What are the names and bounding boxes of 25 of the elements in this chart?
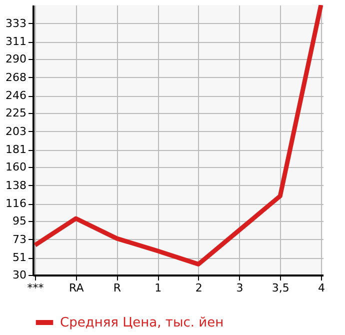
y-tick-label: 181 <box>6 143 26 156</box>
y-tick-label: 290 <box>6 52 26 66</box>
legend-label: Средняя Цена, тыс. йен <box>60 316 224 330</box>
y-tick-label: 203 <box>6 124 26 138</box>
x-tick-label: 1 <box>154 282 162 294</box>
y-tick-label: 225 <box>6 106 26 120</box>
y-tick-label: 160 <box>6 160 26 174</box>
x-tick-label: *** <box>27 282 44 294</box>
y-tick-label: 311 <box>6 35 26 48</box>
x-tick-label: RA <box>69 282 84 294</box>
y-tick-label: 138 <box>6 178 26 192</box>
y-tick-label: 73 <box>12 232 26 246</box>
y-tick-label: 268 <box>6 70 26 84</box>
y-tick-label: 51 <box>12 251 26 264</box>
x-tick-label: 2 <box>195 282 202 294</box>
y-tick-label: 30 <box>12 268 26 282</box>
x-tick-label: R <box>113 282 122 294</box>
y-tick-label: 246 <box>6 89 26 102</box>
line-series <box>33 5 323 266</box>
y-tick-label: 116 <box>6 197 26 210</box>
x-tick-label: 4 <box>318 282 325 294</box>
x-tick-label: 3,5 <box>272 282 290 294</box>
y-tick-label: 95 <box>12 214 26 228</box>
x-tick-label: 3 <box>236 282 244 294</box>
y-tick-label: 333 <box>6 16 26 30</box>
